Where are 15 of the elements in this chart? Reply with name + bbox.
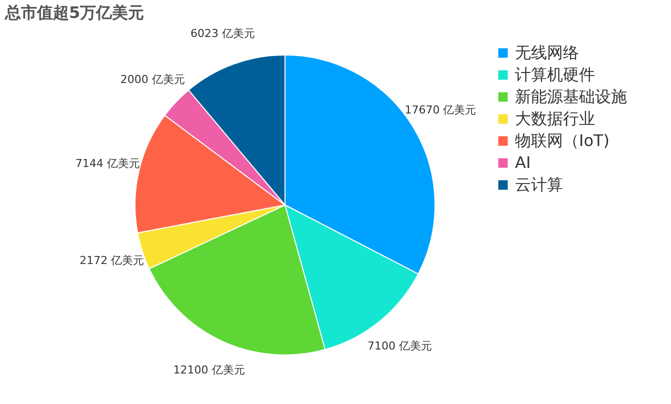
legend-label: 物联网（IoT) xyxy=(515,131,610,150)
legend-label: 新能源基础设施 xyxy=(515,87,627,106)
data-label: 7100 亿美元 xyxy=(367,339,432,352)
legend-label: 计算机硬件 xyxy=(515,65,595,84)
data-label: 12100 亿美元 xyxy=(173,363,245,376)
data-label: 7144 亿美元 xyxy=(75,157,140,170)
legend-label: 云计算 xyxy=(515,175,563,194)
data-label: 2172 亿美元 xyxy=(80,254,144,268)
legend-label: 无线网络 xyxy=(515,43,579,62)
legend-label: AI xyxy=(515,153,531,172)
chart-title: 总市值超5万亿美元 xyxy=(4,3,144,22)
data-label: 2000 亿美元 xyxy=(120,73,185,86)
legend-label: 大数据行业 xyxy=(515,109,595,128)
data-label: 17670 亿美元 xyxy=(404,103,476,116)
data-label: 6023 亿美元 xyxy=(190,26,256,40)
